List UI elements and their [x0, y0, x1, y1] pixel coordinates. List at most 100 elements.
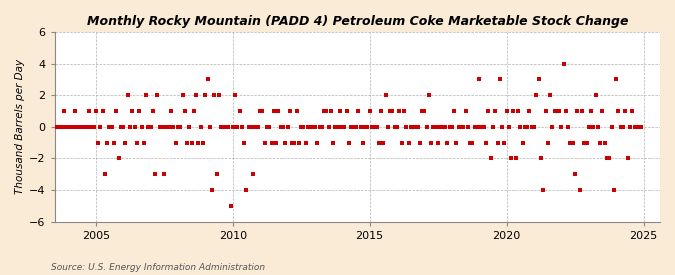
Point	[353, 109, 364, 113]
Point	[367, 125, 377, 129]
Point	[65, 125, 76, 129]
Point	[535, 156, 546, 161]
Point	[634, 125, 645, 129]
Point	[572, 109, 583, 113]
Point	[45, 125, 55, 129]
Point	[58, 109, 69, 113]
Point	[275, 125, 286, 129]
Point	[104, 125, 115, 129]
Point	[538, 188, 549, 192]
Point	[570, 172, 580, 177]
Point	[629, 125, 640, 129]
Point	[371, 125, 382, 129]
Point	[369, 125, 380, 129]
Point	[406, 125, 416, 129]
Point	[350, 125, 361, 129]
Point	[77, 125, 88, 129]
Point	[565, 141, 576, 145]
Point	[449, 109, 460, 113]
Point	[134, 109, 144, 113]
Point	[302, 125, 313, 129]
Point	[506, 156, 516, 161]
Point	[631, 125, 642, 129]
Point	[474, 77, 485, 82]
Point	[348, 125, 359, 129]
Point	[109, 141, 119, 145]
Point	[358, 141, 369, 145]
Point	[616, 125, 626, 129]
Point	[561, 109, 572, 113]
Point	[590, 93, 601, 97]
Point	[325, 109, 336, 113]
Point	[576, 109, 587, 113]
Point	[330, 125, 341, 129]
Point	[342, 109, 352, 113]
Point	[252, 125, 263, 129]
Point	[620, 109, 630, 113]
Point	[563, 125, 574, 129]
Point	[209, 93, 220, 97]
Point	[601, 156, 612, 161]
Point	[269, 109, 279, 113]
Point	[547, 125, 558, 129]
Point	[143, 125, 154, 129]
Point	[636, 125, 647, 129]
Point	[609, 188, 620, 192]
Point	[246, 125, 256, 129]
Point	[465, 141, 476, 145]
Point	[291, 109, 302, 113]
Point	[88, 125, 99, 129]
Point	[458, 125, 468, 129]
Point	[173, 125, 184, 129]
Point	[111, 109, 122, 113]
Point	[414, 141, 425, 145]
Point	[551, 109, 562, 113]
Point	[84, 109, 95, 113]
Point	[441, 141, 452, 145]
Point	[305, 125, 316, 129]
Point	[117, 125, 128, 129]
Point	[150, 172, 161, 177]
Point	[40, 141, 51, 145]
Point	[63, 125, 74, 129]
Point	[355, 125, 366, 129]
Point	[446, 125, 457, 129]
Point	[79, 125, 90, 129]
Point	[469, 125, 480, 129]
Point	[476, 125, 487, 129]
Point	[383, 125, 394, 129]
Point	[344, 141, 354, 145]
Point	[462, 125, 473, 129]
Point	[373, 141, 384, 145]
Point	[200, 93, 211, 97]
Point	[346, 125, 356, 129]
Point	[439, 125, 450, 129]
Point	[403, 141, 414, 145]
Point	[451, 141, 462, 145]
Point	[115, 125, 126, 129]
Point	[396, 141, 407, 145]
Point	[298, 125, 308, 129]
Point	[417, 109, 428, 113]
Point	[335, 109, 346, 113]
Point	[531, 93, 541, 97]
Point	[182, 141, 192, 145]
Point	[102, 141, 113, 145]
Point	[82, 125, 92, 129]
Point	[597, 109, 608, 113]
Point	[257, 109, 268, 113]
Point	[280, 141, 291, 145]
Point	[454, 125, 464, 129]
Point	[410, 125, 421, 129]
Point	[136, 125, 147, 129]
Point	[205, 125, 215, 129]
Point	[626, 109, 637, 113]
Point	[125, 125, 136, 129]
Point	[273, 109, 284, 113]
Point	[389, 125, 400, 129]
Text: Source: U.S. Energy Information Administration: Source: U.S. Energy Information Administ…	[51, 263, 265, 272]
Point	[259, 141, 270, 145]
Point	[296, 125, 306, 129]
Point	[431, 125, 441, 129]
Point	[312, 141, 323, 145]
